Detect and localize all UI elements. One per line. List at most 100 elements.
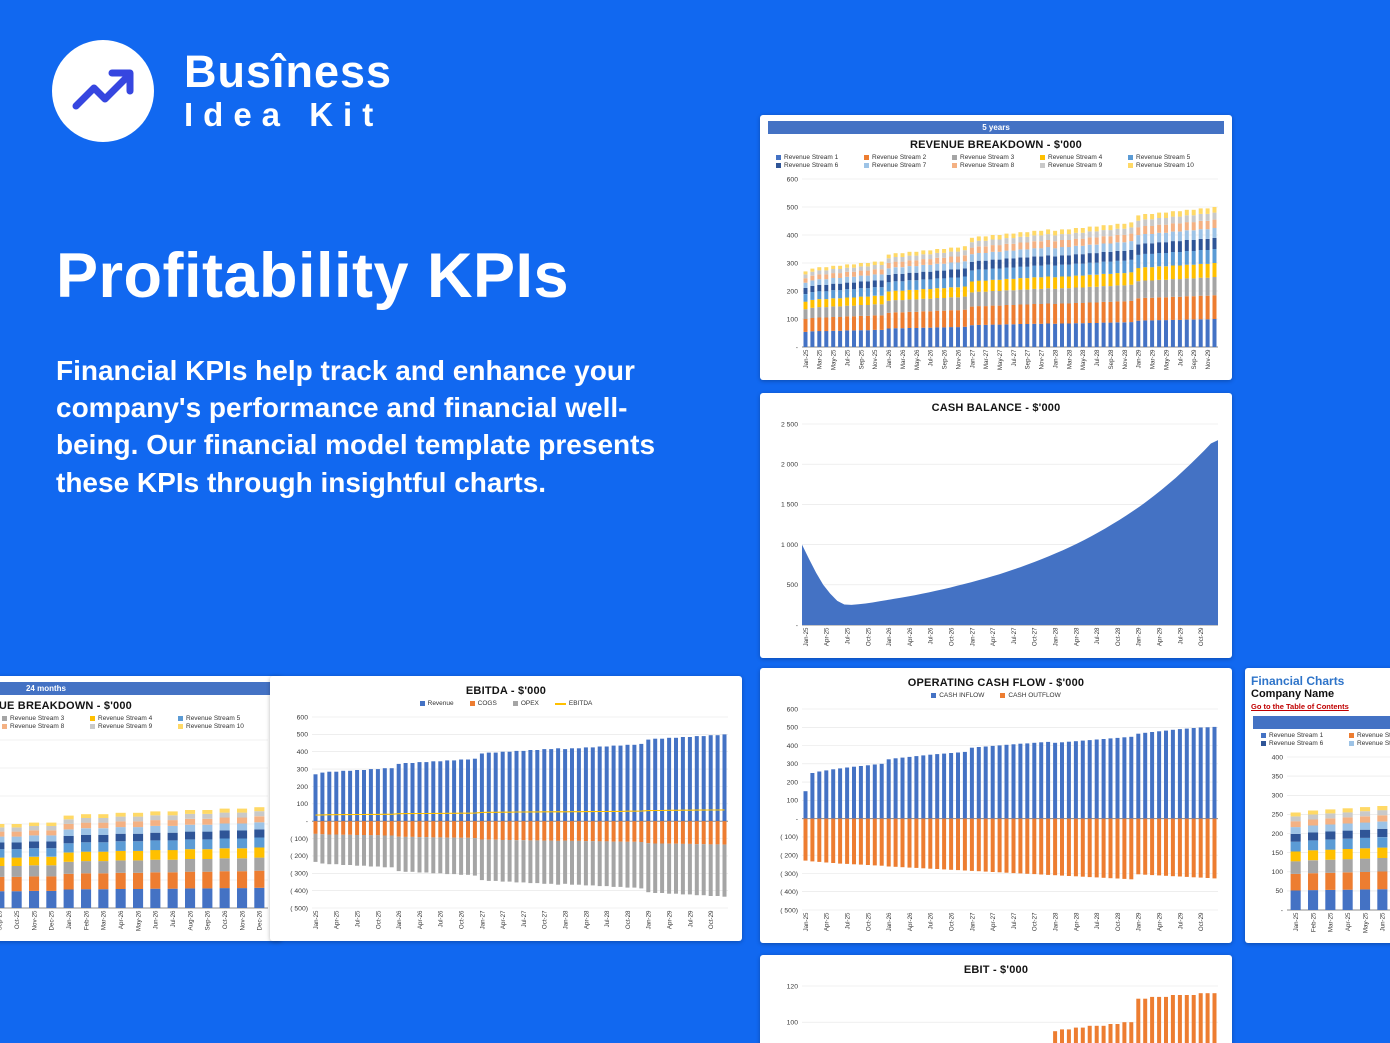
- svg-text:500: 500: [297, 732, 309, 739]
- svg-text:Jul-27: Jul-27: [521, 910, 528, 927]
- svg-text:200: 200: [787, 288, 799, 295]
- svg-text:1 000: 1 000: [781, 542, 798, 549]
- legend-item: Revenue Stream 10: [178, 723, 266, 730]
- svg-text:Jan-25: Jan-25: [313, 910, 320, 929]
- svg-text:600: 600: [787, 706, 799, 713]
- svg-text:200: 200: [297, 784, 309, 791]
- chart-card-ebit: EBIT - $'000 12010080604020-: [760, 955, 1232, 1043]
- svg-text:Apr-28: Apr-28: [583, 910, 590, 929]
- svg-text:( 200): ( 200): [780, 853, 798, 860]
- svg-text:150: 150: [1272, 850, 1284, 857]
- svg-text:Oct-26: Oct-26: [949, 627, 956, 646]
- svg-text:Apr-26: Apr-26: [417, 910, 424, 929]
- svg-text:Sep-28: Sep-28: [1108, 349, 1115, 370]
- svg-text:250: 250: [1272, 812, 1284, 819]
- svg-text:400: 400: [787, 232, 799, 239]
- legend-item: Revenue Stream 1: [776, 154, 864, 161]
- legend-item: Revenue Stream 2: [864, 154, 952, 161]
- svg-text:Oct-25: Oct-25: [375, 910, 382, 929]
- svg-text:Sep-29: Sep-29: [1191, 349, 1198, 370]
- chart-card-ebitda: EBITDA - $'000 Revenue COGS OPEX EBITDA 600…: [270, 676, 742, 941]
- svg-text:Oct-25: Oct-25: [865, 912, 872, 931]
- legend-item: Revenue Stream 5: [1128, 154, 1216, 161]
- svg-text:Oct-26: Oct-26: [949, 912, 956, 931]
- svg-text:Jul-25: Jul-25: [845, 912, 852, 929]
- svg-text:May-25: May-25: [831, 349, 838, 370]
- legend-item: Revenue: [419, 700, 454, 707]
- brand-line1: Busîness: [184, 46, 393, 97]
- svg-text:Apr-29: Apr-29: [1157, 627, 1164, 646]
- legend-item: Revenue Stream 8: [2, 723, 90, 730]
- trend-arrow-icon: [72, 69, 134, 110]
- svg-text:Oct-28: Oct-28: [625, 910, 632, 929]
- svg-text:Dec-25: Dec-25: [49, 910, 56, 931]
- svg-text:500: 500: [787, 204, 799, 211]
- svg-text:Apr-28: Apr-28: [1073, 627, 1080, 646]
- svg-text:100: 100: [1272, 869, 1284, 876]
- legend-item: Revenue Stream 9: [90, 723, 178, 730]
- mini-revenue-breakdown-chart: 400 350 300 250 200 150 100 50 - Jan-25 Feb-25 Mar-…: [1251, 749, 1390, 937]
- svg-text:Jan-29: Jan-29: [1136, 627, 1143, 646]
- svg-text:350: 350: [1272, 773, 1284, 780]
- svg-text:300: 300: [787, 761, 799, 768]
- page-description: Financial KPIs help track and enhance yo…: [56, 355, 656, 498]
- svg-text:Jul-29: Jul-29: [1177, 349, 1184, 366]
- svg-text:Nov-27: Nov-27: [1039, 349, 1046, 370]
- legend-item: COGS: [469, 700, 497, 707]
- svg-text:400: 400: [787, 743, 799, 750]
- svg-text:Jan-25: Jan-25: [803, 627, 810, 646]
- svg-text:Jan-25: Jan-25: [803, 349, 810, 368]
- legend-item: Revenue Stream 2: [1349, 732, 1390, 739]
- svg-text:Sep-26: Sep-26: [205, 910, 212, 931]
- chart-title: REVENUE BREAKDOWN - $'000: [909, 139, 1083, 151]
- svg-text:Oct-26: Oct-26: [459, 910, 466, 929]
- svg-text:( 200): ( 200): [290, 853, 308, 860]
- toc-heading: Financial Charts: [1251, 674, 1345, 688]
- svg-text:Apr-27: Apr-27: [990, 627, 997, 646]
- svg-text:Jan-26: Jan-26: [66, 910, 73, 929]
- svg-text:Apr-26: Apr-26: [118, 910, 125, 929]
- svg-text:100: 100: [787, 1020, 799, 1027]
- svg-text:Jan-26: Jan-26: [886, 627, 893, 646]
- svg-text:Jul-29: Jul-29: [1177, 627, 1184, 644]
- svg-text:Oct-25: Oct-25: [14, 910, 21, 929]
- svg-text:Sep-27: Sep-27: [1025, 349, 1032, 370]
- svg-text:Jul-27: Jul-27: [1011, 627, 1018, 644]
- svg-text:50: 50: [1275, 888, 1283, 895]
- svg-text:-: -: [1281, 907, 1283, 914]
- svg-text:Nov-26: Nov-26: [239, 910, 246, 931]
- svg-text:Sep-25: Sep-25: [0, 910, 4, 931]
- svg-text:Jan-27: Jan-27: [969, 912, 976, 931]
- svg-text:Jul-25: Jul-25: [845, 349, 852, 366]
- svg-text:Feb-26: Feb-26: [83, 910, 90, 930]
- svg-text:200: 200: [787, 779, 799, 786]
- legend-item: Revenue Stream 7: [1349, 740, 1390, 747]
- brand: Busîness Idea Kit: [184, 46, 392, 134]
- svg-text:Jan-28: Jan-28: [1053, 627, 1060, 646]
- svg-text:Jan-25: Jan-25: [803, 912, 810, 931]
- svg-text:Nov-28: Nov-28: [1122, 349, 1129, 370]
- legend-item: Revenue Stream 5: [178, 715, 266, 722]
- svg-text:( 400): ( 400): [290, 888, 308, 895]
- svg-text:100: 100: [297, 801, 309, 808]
- svg-text:2 000: 2 000: [781, 462, 798, 469]
- toc-link[interactable]: Go to the Table of Contents: [1251, 702, 1349, 711]
- svg-text:Jul-28: Jul-28: [1094, 349, 1101, 366]
- legend-item: OPEX: [512, 700, 539, 707]
- svg-text:Sep-26: Sep-26: [942, 349, 949, 370]
- svg-text:Apr-25: Apr-25: [1345, 912, 1352, 931]
- svg-text:Jul-27: Jul-27: [1011, 349, 1018, 366]
- svg-text:2 500: 2 500: [781, 421, 798, 428]
- svg-text:Jul-26: Jul-26: [928, 349, 935, 366]
- svg-text:May-26: May-26: [914, 349, 921, 370]
- legend-item: Revenue Stream 1: [1261, 732, 1349, 739]
- svg-text:Mar-25: Mar-25: [1328, 912, 1335, 932]
- period-banner: [1253, 716, 1390, 729]
- svg-text:Oct-29: Oct-29: [1198, 912, 1205, 931]
- svg-text:Dec-26: Dec-26: [257, 910, 264, 931]
- svg-text:May-26: May-26: [135, 910, 142, 931]
- svg-text:1 500: 1 500: [781, 502, 798, 509]
- svg-text:600: 600: [297, 714, 309, 721]
